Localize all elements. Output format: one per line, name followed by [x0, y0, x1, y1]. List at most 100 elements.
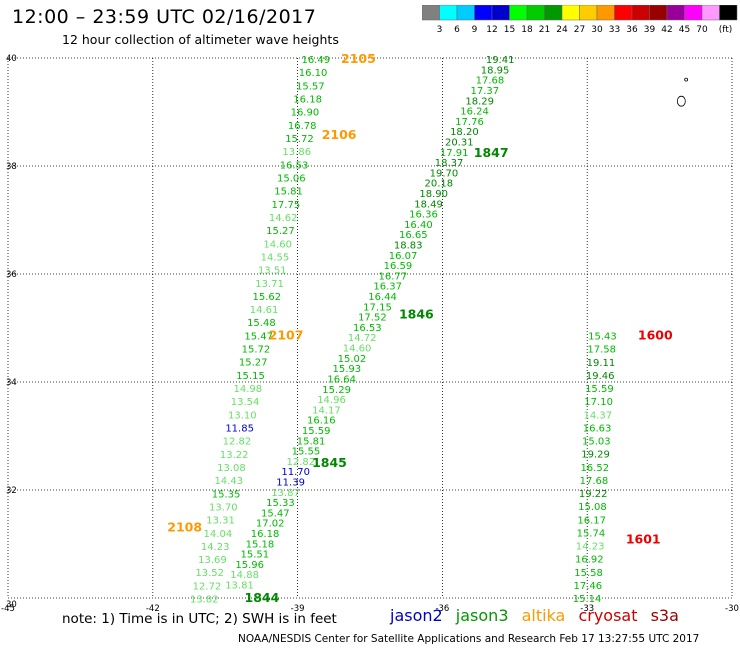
- y-tick-label: 38: [6, 162, 17, 172]
- x-tick-label: -30: [725, 604, 739, 614]
- footer-credit: NOAA/NESDIS Center for Satellite Applica…: [238, 633, 700, 645]
- x-tick-label: -36: [435, 604, 449, 614]
- sat-cryosat: cryosat: [578, 606, 638, 625]
- point-label: 16.16: [307, 416, 336, 427]
- point-label: 13.71: [255, 279, 284, 290]
- point-label: 16.37: [373, 282, 402, 293]
- time-label: 1845: [312, 455, 347, 470]
- point-label: 15.57: [296, 81, 325, 92]
- point-label: 14.60: [343, 344, 372, 355]
- legend-label: 45: [679, 25, 690, 35]
- satellite-key: jason2 jason3 altika cryosat s3a: [390, 606, 687, 625]
- legend-label: 15: [504, 25, 515, 35]
- point-label: 13.69: [198, 555, 227, 566]
- island-marker: [676, 95, 686, 107]
- legend-swatch: [719, 5, 738, 21]
- time-label: 2105: [341, 51, 376, 66]
- point-label: 11.70: [281, 467, 310, 478]
- point-label: 15.33: [266, 498, 295, 509]
- point-label: 15.35: [212, 489, 241, 500]
- point-label: 13.08: [217, 463, 246, 474]
- point-label: 15.14: [573, 594, 602, 605]
- legend-label: 21: [539, 25, 550, 35]
- point-label: 17.68: [580, 476, 609, 487]
- point-label: 13.31: [206, 516, 235, 527]
- footer-note: note: 1) Time is in UTC; 2) SWH is in fe…: [62, 611, 337, 627]
- point-label: 16.17: [577, 515, 606, 526]
- grid: [7, 57, 733, 599]
- point-label: 13.54: [231, 397, 260, 408]
- point-label: 16.59: [384, 261, 413, 272]
- legend-label: 33: [609, 25, 620, 35]
- point-label: 13.22: [220, 450, 249, 461]
- point-label: 14.23: [201, 542, 230, 553]
- point-label: 15.27: [266, 226, 295, 237]
- point-label: 15.06: [277, 173, 306, 184]
- point-label: 18.49: [414, 199, 443, 210]
- point-label: 15.59: [302, 426, 331, 437]
- point-label: 13.87: [271, 488, 300, 499]
- point-label: 17.75: [272, 200, 301, 211]
- point-label: 14.72: [348, 333, 377, 344]
- chart-subtitle: 12 hour collection of altimeter wave hei…: [62, 32, 339, 47]
- point-label: 16.65: [399, 230, 428, 241]
- point-label: 17.02: [256, 519, 285, 530]
- legend-label: 3: [437, 25, 443, 35]
- legend-label: 27: [574, 25, 585, 35]
- point-label: 12.82: [287, 457, 316, 468]
- point-label: 13.10: [228, 410, 257, 421]
- point-label: 13.86: [282, 147, 311, 158]
- point-label: 14.60: [263, 239, 292, 250]
- point-label: 18.37: [435, 158, 464, 169]
- point-label: 15.81: [274, 187, 303, 198]
- point-label: 15.03: [582, 437, 611, 448]
- point-label: 15.02: [338, 354, 367, 365]
- time-label: 1844: [245, 590, 280, 605]
- point-label: 15.81: [297, 436, 326, 447]
- point-label: 16.49: [301, 55, 330, 66]
- point-label: 16.10: [299, 68, 328, 79]
- sat-jason3: jason3: [455, 606, 509, 625]
- x-tick-label: -33: [580, 604, 594, 614]
- point-label: 18.95: [481, 65, 510, 76]
- point-label: 15.47: [244, 331, 273, 342]
- point-label: 15.72: [285, 134, 314, 145]
- point-label: 14.43: [214, 476, 243, 487]
- point-label: 16.92: [575, 555, 604, 566]
- legend-label: 6: [454, 25, 460, 35]
- point-label: 14.23: [576, 542, 605, 553]
- point-label: 17.68: [476, 76, 505, 87]
- color-legend: 3 6 9 12 15 18 21 24 27 30 33 36 39 42 45 70 (ft): [422, 5, 738, 35]
- point-label: 17.52: [358, 313, 387, 324]
- time-label: 1600: [638, 328, 673, 343]
- point-label: 16.52: [580, 463, 609, 474]
- point-label: 14.55: [261, 252, 290, 263]
- point-label: 18.90: [419, 189, 448, 200]
- x-tick-label: -45: [1, 604, 15, 614]
- y-tick-label: 34: [6, 378, 17, 388]
- time-label: 1601: [626, 532, 661, 547]
- point-label: 14.37: [584, 410, 613, 421]
- point-label: 12.82: [223, 437, 252, 448]
- x-tick-label: -39: [291, 604, 305, 614]
- point-label: 16.63: [583, 423, 612, 434]
- legend-label: (ft): [719, 25, 733, 35]
- y-tick-label: 40: [6, 54, 17, 64]
- time-label: 1846: [399, 307, 434, 322]
- point-label: 15.47: [261, 508, 290, 519]
- legend-label: 18: [521, 25, 533, 35]
- point-label: 20.18: [425, 179, 454, 190]
- point-label: 14.61: [250, 305, 279, 316]
- y-tick-label: 30: [6, 600, 17, 610]
- point-label: 17.91: [440, 148, 469, 159]
- legend-label: 24: [556, 25, 568, 35]
- series-cryosat: 15.43 17.58 19.11 19.46 15.59 17.10 14.37 16.63…: [573, 328, 673, 605]
- point-label: 14.62: [269, 213, 298, 224]
- point-label: 17.58: [587, 345, 616, 356]
- point-label: 15.72: [242, 345, 271, 356]
- time-label: 2107: [269, 328, 304, 343]
- chart-title: 12:00 – 23:59 UTC 02/16/2017: [12, 6, 317, 28]
- point-label: 16.18: [293, 95, 322, 106]
- y-tick-label: 32: [6, 486, 17, 496]
